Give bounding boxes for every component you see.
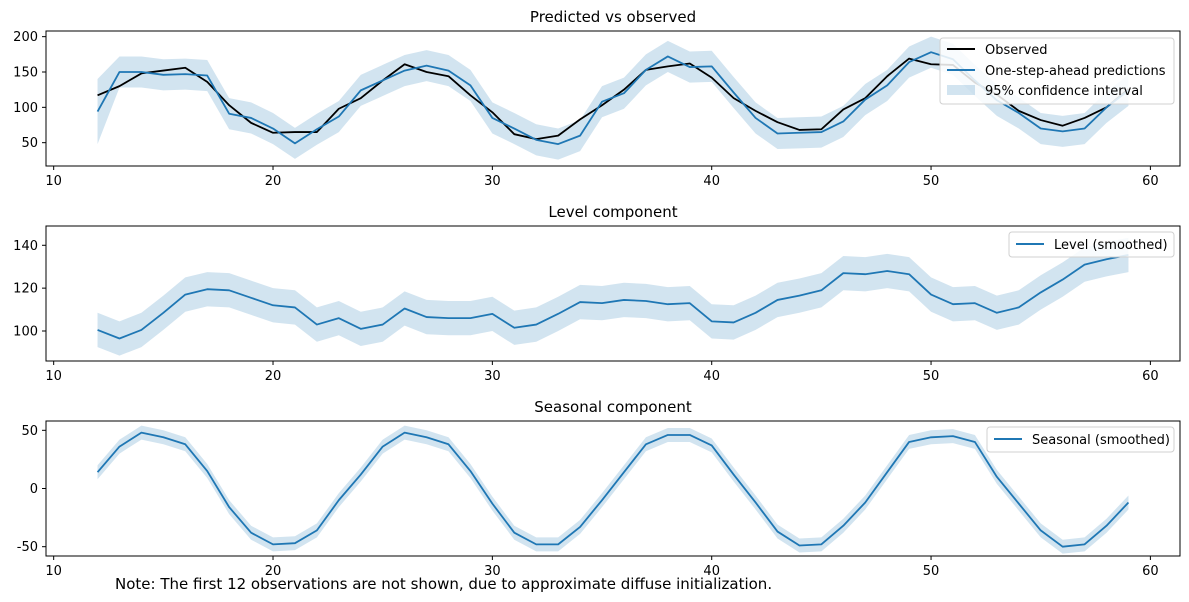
legend-swatch-confidence-interval [947,85,975,95]
chart-title: Seasonal component [534,398,692,416]
predicted-vs-observed-chart: Predicted vs observed 10 20 30 40 50 60 50 100 1… [13,8,1181,189]
series-band-level-band [97,237,1129,356]
legend-entry-confidence-interval: 95% confidence interval [985,84,1143,99]
x-tick-label: 40 [703,369,720,384]
x-tick-label: 50 [923,174,940,189]
y-tick-label: 100 [13,325,38,340]
x-tick-label: 20 [265,174,282,189]
series-band-seasonal-band [97,425,1129,554]
y-tick-label: 50 [21,136,38,151]
series-line-level-smoothed [97,254,1129,340]
x-tick-label: 30 [484,369,501,384]
legend-box [986,426,1175,453]
legend: Observed One-step-ahead predictions 95% … [939,37,1175,105]
y-tick-label: 140 [13,239,38,254]
legend-entry-seasonal: Seasonal (smoothed) [1032,433,1170,448]
x-tick-label: 20 [265,564,282,579]
chart-title: Level component [548,203,677,221]
x-tick-label: 10 [45,564,62,579]
legend-entry-predictions: One-step-ahead predictions [985,64,1166,79]
legend-box [1008,231,1175,258]
x-tick-label: 30 [484,174,501,189]
y-tick-label: 120 [13,282,38,297]
legend-entry-observed: Observed [985,43,1048,58]
x-tick-label: 10 [45,174,62,189]
x-tick-label: 10 [45,369,62,384]
x-tick-label: 60 [1142,174,1159,189]
y-tick-label: -50 [17,540,38,555]
x-tick-label: 50 [923,369,940,384]
axes-frame [45,30,1181,167]
legend-box [939,37,1175,105]
y-tick-label: 150 [13,65,38,80]
y-tick-label: 200 [13,30,38,45]
x-tick-label: 40 [703,174,720,189]
axes-frame [45,225,1181,362]
legend: Level (smoothed) [1008,231,1175,258]
y-tick-label: 0 [30,482,38,497]
x-tick-label: 50 [923,564,940,579]
x-tick-label: 20 [265,369,282,384]
y-tick-label: 50 [21,424,38,439]
seasonal-component-chart: Seasonal component 10 20 30 40 50 60 -50 0 50 Se… [17,398,1181,579]
x-tick-label: 60 [1142,564,1159,579]
x-tick-label: 40 [703,564,720,579]
y-tick-label: 100 [13,101,38,116]
level-component-chart: Level component 10 20 30 40 50 60 100 120 140 Le… [13,203,1181,384]
legend-entry-level: Level (smoothed) [1054,238,1168,253]
x-tick-label: 60 [1142,369,1159,384]
series-line-seasonal-smoothed [96,431,1130,548]
chart-title: Predicted vs observed [530,8,696,26]
x-tick-label: 30 [484,564,501,579]
footnote: Note: The first 12 observations are not … [115,575,772,593]
legend: Seasonal (smoothed) [986,426,1175,453]
